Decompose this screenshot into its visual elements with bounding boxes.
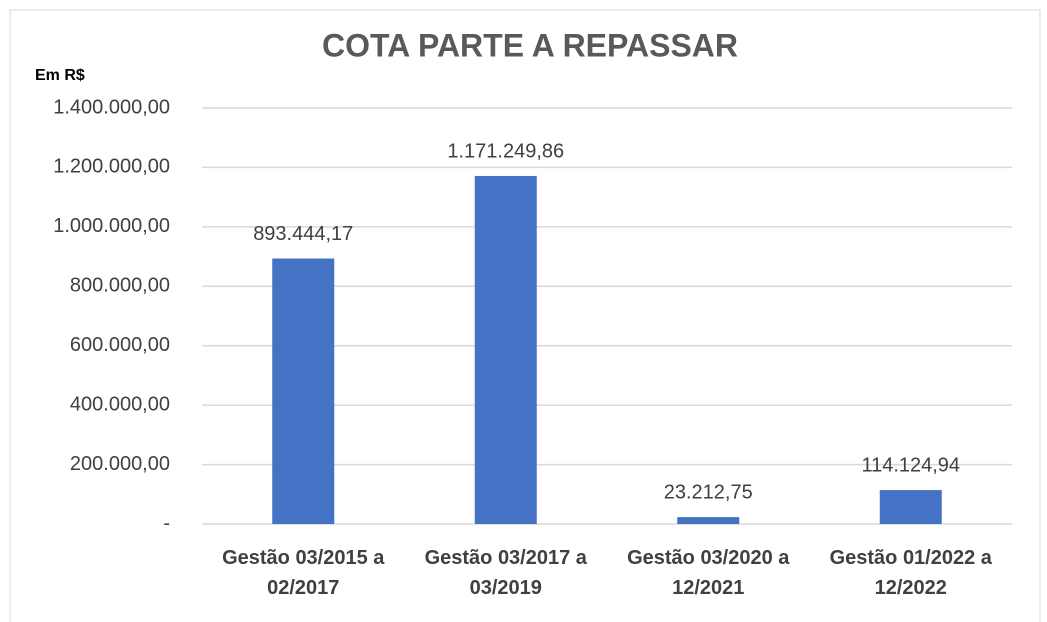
y-tick-label: -	[163, 512, 170, 534]
bar	[272, 258, 335, 524]
data-label: 893.444,17	[253, 223, 353, 245]
y-tick-label: 1.400.000,00	[53, 96, 170, 118]
y-tick-label: 200.000,00	[70, 453, 170, 475]
y-tick-label: 600.000,00	[70, 334, 170, 356]
data-label: 23.212,75	[664, 481, 753, 503]
x-tick-label: Gestão 03/2020 a 12/2021	[627, 547, 790, 599]
x-tick-label: Gestão 03/2015 a 02/2017	[222, 547, 385, 599]
bar	[474, 175, 537, 524]
chart-title: COTA PARTE A REPASSAR	[322, 27, 738, 63]
x-tick-label: Gestão 03/2017 a 03/2019	[424, 547, 587, 599]
data-label: 114.124,94	[861, 454, 960, 476]
y-tick-label: 1.200.000,00	[53, 156, 170, 178]
bar	[677, 517, 740, 524]
y-tick-label: 1.000.000,00	[53, 215, 170, 237]
y-tick-label: 400.000,00	[70, 393, 170, 415]
data-label: 1.171.249,86	[447, 140, 564, 162]
y-axis-label: Em R$	[35, 67, 85, 84]
bar	[879, 490, 942, 524]
y-tick-label: 800.000,00	[70, 275, 170, 297]
x-tick-label: Gestão 01/2022 a 12/2022	[829, 547, 992, 599]
chart-border	[9, 9, 1041, 622]
